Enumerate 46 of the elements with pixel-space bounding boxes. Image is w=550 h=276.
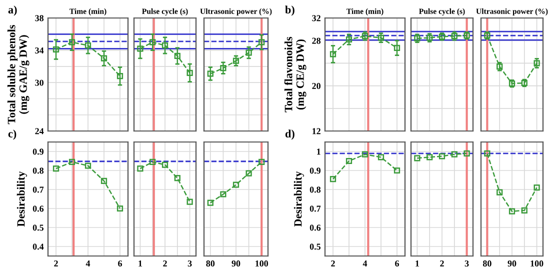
x-tick-label: 80 — [482, 260, 492, 267]
x-tick-label: 80 — [206, 260, 215, 267]
x-tick-label: 90 — [232, 260, 240, 267]
x-tick-label: 2 — [331, 260, 335, 266]
y-tick-label: 0.5 — [310, 244, 321, 250]
y-tick-label: 38 — [35, 15, 44, 22]
x-tick-label: 2 — [440, 260, 444, 266]
y-tick-label: 20 — [312, 82, 320, 90]
y-tick-label: 0.7 — [310, 206, 321, 212]
y-tick-label: 12 — [312, 128, 320, 134]
x-tick-label: 6 — [118, 260, 122, 267]
y-tick-label: 0.7 — [32, 186, 44, 193]
y-tick-label: 28 — [312, 38, 321, 44]
y-axis-title: Desirability — [16, 171, 27, 227]
x-tick-label: 2 — [163, 260, 167, 266]
text: a) — [8, 6, 17, 16]
y-axis-title: Total soluble phenols (mg GAE/g DW) — [7, 24, 30, 124]
y-axis-title: Desirability — [294, 171, 304, 227]
y-tick-label: 0.8 — [32, 168, 44, 174]
x-tick-label: 3 — [188, 260, 192, 267]
y-tick-label: 24 — [35, 128, 44, 134]
y-tick-label: 0.9 — [32, 148, 44, 155]
x-tick-label: 2 — [54, 260, 58, 266]
y-tick-label: 0.9 — [310, 168, 321, 174]
x-tick-label: 100 — [530, 260, 544, 267]
x-tick-label: 4 — [86, 260, 90, 266]
y-tick-label: 30 — [35, 80, 44, 86]
y-tick-label: 0.4 — [32, 244, 44, 250]
x-tick-label: 90 — [508, 260, 516, 267]
y-tick-label: 0.5 — [32, 224, 44, 231]
x-tick-label: 1 — [138, 260, 142, 266]
text: c) — [8, 130, 16, 140]
y-tick-label: 34 — [35, 47, 44, 54]
text: d) — [285, 130, 294, 140]
x-tick-label: 6 — [395, 260, 399, 267]
x-tick-label: 100 — [256, 260, 268, 267]
y-tick-label: 0.8 — [310, 186, 321, 193]
y-tick-label: 32 — [312, 15, 320, 22]
text: b) — [285, 6, 294, 16]
x-tick-label: 4 — [362, 260, 368, 266]
y-tick-label: 0.6 — [310, 224, 321, 231]
x-tick-label: 1 — [416, 260, 419, 266]
y-tick-label: 0.6 — [32, 206, 44, 212]
y-axis-title: Total flavonoids (mg CE/g DW) — [284, 36, 306, 112]
y-tick-label: 1 — [317, 148, 320, 155]
x-tick-label: 3 — [464, 260, 469, 267]
